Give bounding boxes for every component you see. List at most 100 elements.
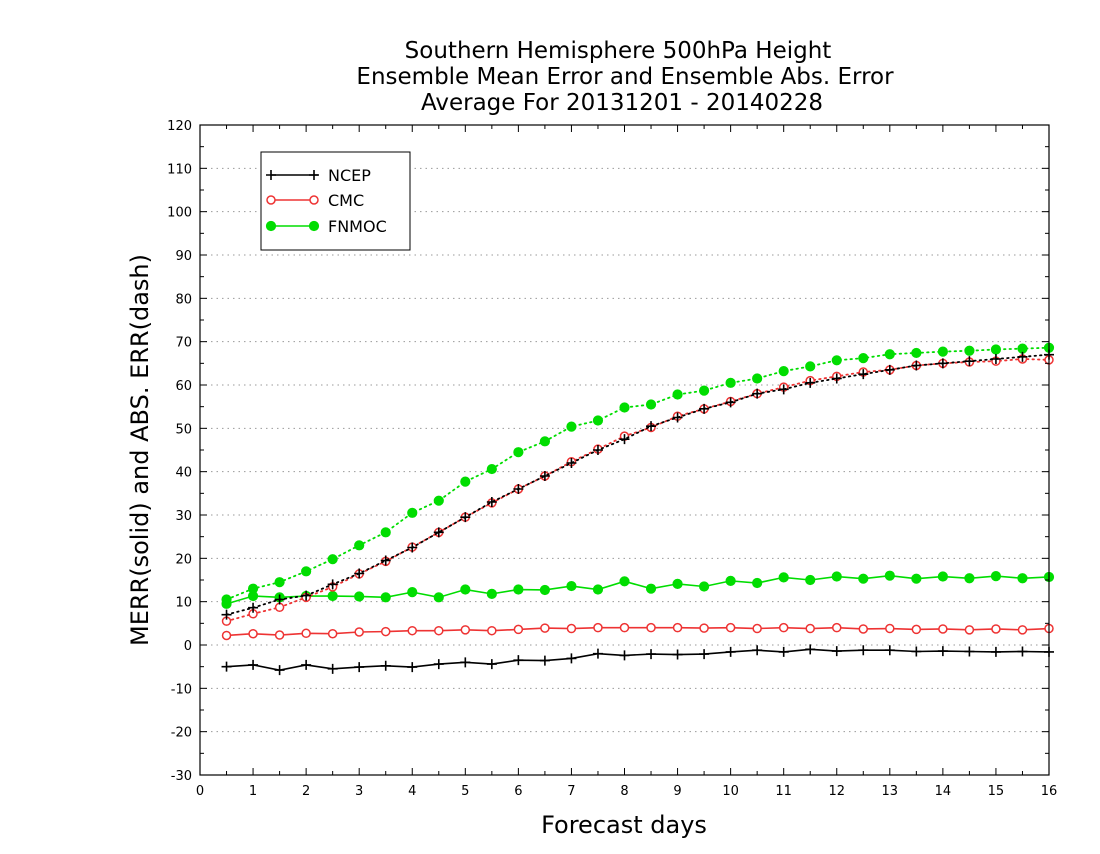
- mean-error-point-cmc: [566, 623, 577, 634]
- mean-error-point-ncep: [778, 646, 789, 657]
- series-fnmoc: [221, 342, 1055, 609]
- abs-error-point-ncep: [301, 590, 312, 601]
- abs-error-point-ncep: [619, 434, 630, 445]
- abs-error-point-fnmoc: [778, 366, 789, 377]
- mean-error-point-fnmoc: [884, 570, 895, 581]
- mean-error-point-cmc: [221, 630, 232, 641]
- abs-error-point-ncep: [592, 445, 603, 455]
- abs-error-point-fnmoc: [698, 385, 710, 396]
- mean-error-point-cmc: [593, 622, 603, 633]
- mean-error-point-cmc: [434, 625, 444, 636]
- mean-error-point-fnmoc: [486, 588, 497, 599]
- y-tick-label: 10: [175, 596, 192, 611]
- mean-error-line-fnmoc: [226, 574, 1050, 605]
- mean-error-point-fnmoc: [354, 591, 365, 602]
- abs-error-point-fnmoc: [937, 346, 948, 357]
- mean-error-point-ncep: [539, 655, 550, 666]
- mean-error-point-fnmoc: [221, 598, 232, 609]
- mean-error-point-fnmoc: [460, 584, 471, 595]
- title-line-1: Southern Hemisphere 500hPa Height: [405, 38, 832, 64]
- x-tick-label: 13: [882, 784, 899, 799]
- abs-error-point-fnmoc: [592, 415, 604, 426]
- abs-error-point-ncep: [964, 356, 975, 367]
- mean-error-point-ncep: [460, 657, 471, 668]
- abs-error-point-fnmoc: [1017, 343, 1028, 354]
- series-layer: [221, 342, 1055, 676]
- chart-title: Southern Hemisphere 500hPa Height Ensemb…: [356, 38, 894, 116]
- x-tick-label: 14: [935, 784, 952, 799]
- x-tick-label: 12: [828, 784, 845, 799]
- mean-error-point-fnmoc: [433, 592, 444, 603]
- abs-error-point-ncep: [646, 421, 657, 432]
- mean-error-point-cmc: [646, 622, 656, 633]
- y-tick-label: 110: [167, 162, 192, 177]
- abs-error-point-ncep: [990, 354, 1001, 364]
- mean-error-point-fnmoc: [964, 573, 975, 584]
- legend-label-cmc: CMC: [328, 191, 364, 210]
- mean-error-point-cmc: [725, 622, 736, 633]
- mean-error-point-cmc: [911, 624, 922, 635]
- mean-error-point-cmc: [778, 622, 789, 633]
- mean-error-point-ncep: [725, 646, 736, 657]
- mean-error-point-cmc: [832, 622, 842, 633]
- mean-error-point-ncep: [884, 645, 895, 656]
- abs-error-point-ncep: [911, 360, 922, 371]
- mean-error-point-cmc: [407, 625, 417, 636]
- mean-error-point-ncep: [407, 662, 418, 673]
- y-tick-label: -20: [171, 726, 192, 741]
- mean-error-point-ncep: [433, 659, 444, 670]
- x-tick-label: 11: [775, 784, 792, 799]
- mean-error-point-fnmoc: [911, 573, 922, 584]
- x-tick-label: 10: [722, 784, 739, 799]
- mean-error-point-cmc: [938, 624, 948, 634]
- abs-error-point-ncep: [327, 579, 338, 590]
- mean-error-point-fnmoc: [752, 577, 763, 589]
- mean-error-point-fnmoc: [513, 584, 524, 595]
- mean-error-point-cmc: [752, 623, 762, 634]
- abs-error-point-ncep: [805, 377, 816, 388]
- legend-label-fnmoc: FNMOC: [328, 217, 387, 236]
- abs-error-point-ncep: [274, 594, 285, 605]
- abs-error-point-ncep: [1017, 351, 1028, 362]
- y-tick-label: 90: [175, 249, 192, 264]
- mean-error-point-cmc: [964, 625, 975, 635]
- legend-box: [260, 151, 411, 251]
- mean-error-point-ncep: [354, 662, 365, 673]
- mean-error-point-ncep: [513, 655, 524, 666]
- mean-error-point-cmc: [1017, 625, 1028, 635]
- mean-error-point-ncep: [990, 646, 1001, 657]
- abs-error-point-ncep: [752, 388, 763, 399]
- abs-error-point-fnmoc: [486, 463, 497, 475]
- mean-error-point-cmc: [991, 624, 1001, 634]
- mean-error-point-ncep: [327, 663, 338, 674]
- abs-error-point-fnmoc: [831, 355, 842, 366]
- mean-error-point-fnmoc: [645, 583, 657, 594]
- abs-error-line-cmc: [225, 358, 1050, 623]
- mean-error-point-ncep: [274, 665, 285, 676]
- mean-error-point-fnmoc: [247, 590, 259, 602]
- mean-error-point-cmc: [885, 623, 895, 634]
- mean-error-point-cmc: [619, 622, 630, 633]
- mean-error-point-cmc: [327, 628, 338, 639]
- abs-error-point-fnmoc: [964, 345, 975, 356]
- abs-error-point-fnmoc: [619, 402, 630, 413]
- mean-error-point-cmc: [540, 623, 550, 633]
- y-tick-label: -30: [171, 769, 192, 784]
- mean-error-point-cmc: [699, 623, 709, 633]
- abs-error-point-fnmoc: [433, 495, 444, 506]
- abs-error-point-ncep: [699, 403, 710, 414]
- abs-error-point-fnmoc: [752, 373, 763, 384]
- mean-error-point-fnmoc: [698, 581, 710, 592]
- legend-marker-fnmoc: [265, 220, 277, 232]
- mean-error-point-fnmoc: [592, 584, 604, 595]
- x-tick-label: 9: [673, 784, 681, 799]
- mean-error-point-ncep: [752, 645, 763, 656]
- mean-error-point-fnmoc: [539, 584, 551, 596]
- title-line-3: Average For 20131201 - 20140228: [421, 90, 823, 116]
- x-tick-label: 0: [196, 784, 204, 799]
- legend-marker-cmc: [266, 195, 276, 205]
- x-tick-label: 1: [249, 784, 257, 799]
- abs-error-point-ncep: [248, 602, 259, 613]
